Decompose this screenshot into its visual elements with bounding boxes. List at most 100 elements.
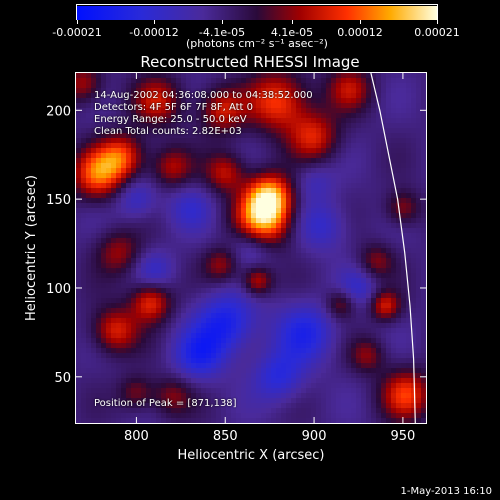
heatmap-cell — [276, 138, 282, 144]
heatmap-cell — [181, 263, 187, 269]
heatmap-cell — [241, 348, 247, 354]
heatmap-cell — [221, 178, 227, 184]
heatmap-cell — [241, 153, 247, 159]
heatmap-cell — [96, 173, 102, 179]
heatmap-cell — [146, 243, 152, 249]
heatmap-cell — [271, 203, 277, 209]
heatmap-cell — [206, 183, 212, 189]
heatmap-cell — [81, 363, 87, 369]
heatmap-cell — [291, 418, 297, 423]
heatmap-cell — [321, 123, 327, 129]
heatmap-cell — [236, 323, 242, 329]
heatmap-cell — [416, 113, 422, 119]
heatmap-cell — [146, 378, 152, 384]
heatmap-cell — [226, 258, 232, 264]
heatmap-cell — [176, 338, 182, 344]
heatmap-cell — [86, 238, 92, 244]
heatmap-cell — [331, 113, 337, 119]
heatmap-cell — [391, 88, 397, 94]
heatmap-cell — [411, 388, 417, 394]
heatmap-cell — [411, 288, 417, 294]
heatmap-cell — [141, 238, 147, 244]
heatmap-cell — [341, 98, 347, 104]
heatmap-cell — [146, 373, 152, 379]
heatmap-cell — [341, 178, 347, 184]
heatmap-cell — [276, 308, 282, 314]
heatmap-cell — [161, 123, 167, 129]
heatmap-cell — [246, 78, 252, 84]
heatmap-cell — [336, 88, 342, 94]
heatmap — [76, 73, 426, 423]
heatmap-cell — [286, 193, 292, 199]
heatmap-cell — [266, 163, 272, 169]
heatmap-cell — [126, 218, 132, 224]
heatmap-cell — [266, 183, 272, 189]
heatmap-cell — [176, 373, 182, 379]
heatmap-cell — [336, 393, 342, 399]
heatmap-cell — [261, 408, 267, 414]
heatmap-cell — [171, 123, 177, 129]
heatmap-cell — [311, 123, 317, 129]
heatmap-cell — [276, 143, 282, 149]
heatmap-cell — [286, 113, 292, 119]
heatmap-cell — [276, 233, 282, 239]
heatmap-cell — [316, 308, 322, 314]
heatmap-cell — [326, 198, 332, 204]
heatmap-cell — [296, 213, 302, 219]
heatmap-cell — [326, 168, 332, 174]
heatmap-cell — [141, 278, 147, 284]
heatmap-cell — [396, 123, 402, 129]
heatmap-cell — [136, 153, 142, 159]
heatmap-cell — [96, 353, 102, 359]
heatmap-cell — [326, 258, 332, 264]
heatmap-cell — [321, 83, 327, 89]
heatmap-cell — [236, 158, 242, 164]
heatmap-cell — [386, 93, 392, 99]
heatmap-cell — [296, 148, 302, 154]
heatmap-cell — [316, 168, 322, 174]
heatmap-cell — [351, 403, 357, 409]
heatmap-cell — [231, 73, 237, 79]
heatmap-cell — [111, 353, 117, 359]
heatmap-cell — [206, 288, 212, 294]
heatmap-cell — [401, 398, 407, 404]
heatmap-cell — [201, 108, 207, 114]
heatmap-cell — [281, 208, 287, 214]
heatmap-cell — [121, 233, 127, 239]
heatmap-cell — [116, 188, 122, 194]
heatmap-cell — [241, 263, 247, 269]
heatmap-cell — [341, 133, 347, 139]
heatmap-cell — [421, 343, 426, 349]
heatmap-cell — [416, 208, 422, 214]
heatmap-cell — [241, 353, 247, 359]
heatmap-cell — [416, 188, 422, 194]
heatmap-cell — [231, 298, 237, 304]
heatmap-cell — [171, 268, 177, 274]
heatmap-cell — [386, 348, 392, 354]
heatmap-cell — [181, 313, 187, 319]
heatmap-cell — [336, 178, 342, 184]
heatmap-cell — [386, 288, 392, 294]
heatmap-cell — [121, 353, 127, 359]
heatmap-cell — [221, 203, 227, 209]
heatmap-cell — [346, 238, 352, 244]
heatmap-cell — [351, 118, 357, 124]
heatmap-cell — [271, 403, 277, 409]
heatmap-cell — [296, 233, 302, 239]
heatmap-cell — [141, 353, 147, 359]
heatmap-cell — [91, 108, 97, 114]
heatmap-cell — [261, 323, 267, 329]
heatmap-cell — [186, 268, 192, 274]
heatmap-cell — [266, 188, 272, 194]
heatmap-cell — [151, 173, 157, 179]
heatmap-cell — [141, 133, 147, 139]
heatmap-cell — [226, 368, 232, 374]
heatmap-cell — [121, 368, 127, 374]
heatmap-cell — [301, 118, 307, 124]
heatmap-cell — [266, 223, 272, 229]
heatmap-cell — [416, 403, 422, 409]
heatmap-cell — [386, 263, 392, 269]
heatmap-cell — [281, 98, 287, 104]
heatmap-cell — [356, 383, 362, 389]
heatmap-cell — [101, 103, 107, 109]
